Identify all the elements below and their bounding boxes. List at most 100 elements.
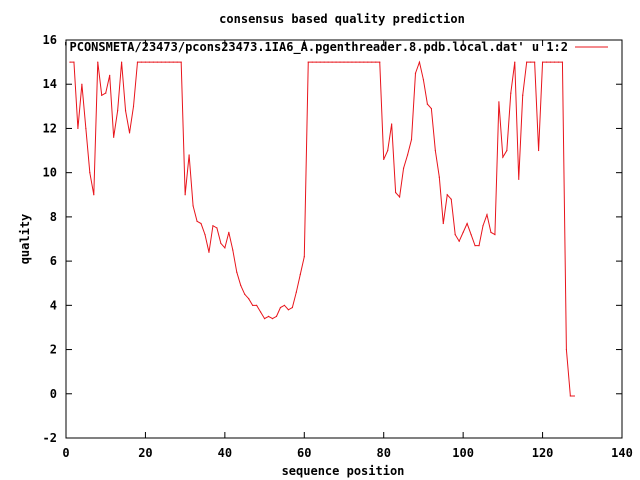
data-point bbox=[371, 61, 373, 63]
data-point bbox=[454, 233, 456, 236]
data-point bbox=[184, 194, 186, 196]
data-point bbox=[260, 311, 262, 313]
data-point bbox=[164, 61, 166, 63]
data-point bbox=[128, 132, 131, 134]
data-point bbox=[530, 61, 532, 63]
data-point bbox=[208, 251, 210, 253]
data-point bbox=[240, 284, 242, 287]
data-point bbox=[462, 231, 464, 233]
data-point bbox=[414, 72, 417, 74]
y-tick-label: 6 bbox=[50, 254, 57, 268]
data-point bbox=[212, 225, 214, 227]
data-point bbox=[359, 61, 361, 63]
data-point bbox=[121, 61, 123, 63]
data-point bbox=[299, 273, 301, 275]
data-point bbox=[200, 222, 202, 225]
data-point bbox=[569, 395, 571, 397]
data-point bbox=[565, 348, 568, 351]
series-layer bbox=[69, 60, 575, 397]
data-point bbox=[172, 61, 174, 63]
data-point bbox=[470, 233, 472, 236]
y-tick-label: 0 bbox=[50, 387, 57, 401]
data-point bbox=[176, 61, 178, 63]
data-point bbox=[331, 61, 333, 63]
data-point bbox=[379, 61, 381, 63]
x-tick-label: 40 bbox=[218, 446, 232, 460]
data-point bbox=[399, 196, 401, 198]
data-point bbox=[156, 61, 158, 63]
data-point bbox=[418, 61, 421, 63]
data-point bbox=[474, 245, 476, 247]
data-point bbox=[248, 298, 250, 300]
data-point bbox=[152, 61, 154, 63]
data-point bbox=[410, 138, 413, 141]
data-point bbox=[244, 293, 246, 295]
data-point bbox=[188, 154, 190, 156]
y-tick-label: 14 bbox=[43, 77, 57, 91]
data-point bbox=[160, 61, 162, 63]
data-point bbox=[363, 61, 365, 63]
data-point bbox=[180, 61, 182, 63]
data-point bbox=[347, 61, 349, 63]
y-tick-label: 16 bbox=[43, 33, 57, 47]
data-point bbox=[275, 315, 278, 317]
data-point bbox=[482, 225, 484, 227]
data-point bbox=[113, 136, 115, 138]
x-tick-labels: 0 20 40 60 80 100 120 140 bbox=[62, 446, 632, 460]
data-point bbox=[69, 61, 71, 63]
data-point bbox=[236, 271, 238, 273]
data-point bbox=[375, 61, 377, 63]
data-point bbox=[490, 231, 492, 233]
data-point bbox=[220, 242, 222, 245]
y-tick-label: 10 bbox=[43, 166, 57, 180]
x-tick-label: 120 bbox=[532, 446, 554, 460]
data-point bbox=[271, 318, 274, 320]
data-point bbox=[291, 306, 293, 309]
data-point bbox=[553, 61, 556, 63]
data-point bbox=[148, 61, 150, 63]
data-point bbox=[101, 94, 103, 96]
data-point bbox=[478, 245, 480, 247]
x-axis-label: sequence position bbox=[282, 464, 405, 478]
data-point bbox=[335, 61, 337, 63]
x-tick-label: 140 bbox=[611, 446, 633, 460]
data-point bbox=[140, 61, 143, 63]
data-point bbox=[295, 291, 297, 293]
data-point bbox=[73, 61, 75, 63]
data-point bbox=[89, 172, 91, 174]
data-point bbox=[506, 149, 508, 152]
data-point bbox=[498, 101, 500, 103]
legend: 'PCONSMETA/23473/pcons23473.1IA6_A.pgent… bbox=[62, 40, 608, 55]
data-point bbox=[402, 167, 405, 169]
data-point bbox=[136, 61, 139, 63]
data-point bbox=[263, 318, 266, 320]
data-point bbox=[538, 149, 540, 152]
data-point bbox=[450, 198, 452, 200]
data-point bbox=[466, 222, 468, 225]
data-point bbox=[549, 61, 552, 63]
data-point bbox=[256, 304, 258, 306]
data-point bbox=[557, 61, 560, 63]
data-point bbox=[117, 110, 119, 112]
data-point bbox=[77, 127, 79, 130]
data-point bbox=[526, 61, 528, 63]
data-point bbox=[97, 61, 99, 63]
data-point bbox=[267, 315, 270, 317]
data-point bbox=[81, 83, 83, 85]
x-tick-label: 60 bbox=[297, 446, 311, 460]
data-point bbox=[434, 149, 436, 152]
y-tick-labels: -2 0 2 4 6 8 10 12 14 16 bbox=[43, 33, 57, 445]
y-axis-label: quality bbox=[18, 214, 32, 265]
legend-series-label: 'PCONSMETA/23473/pcons23473.1IA6_A.pgent… bbox=[62, 40, 568, 55]
data-point bbox=[132, 105, 135, 107]
y-tick-label: 2 bbox=[50, 343, 57, 357]
data-point bbox=[224, 247, 226, 249]
data-point bbox=[430, 107, 432, 110]
data-point bbox=[307, 61, 309, 63]
data-point bbox=[446, 194, 448, 196]
data-point bbox=[395, 191, 397, 194]
axis-ticks bbox=[65, 39, 623, 439]
data-point bbox=[109, 74, 111, 76]
